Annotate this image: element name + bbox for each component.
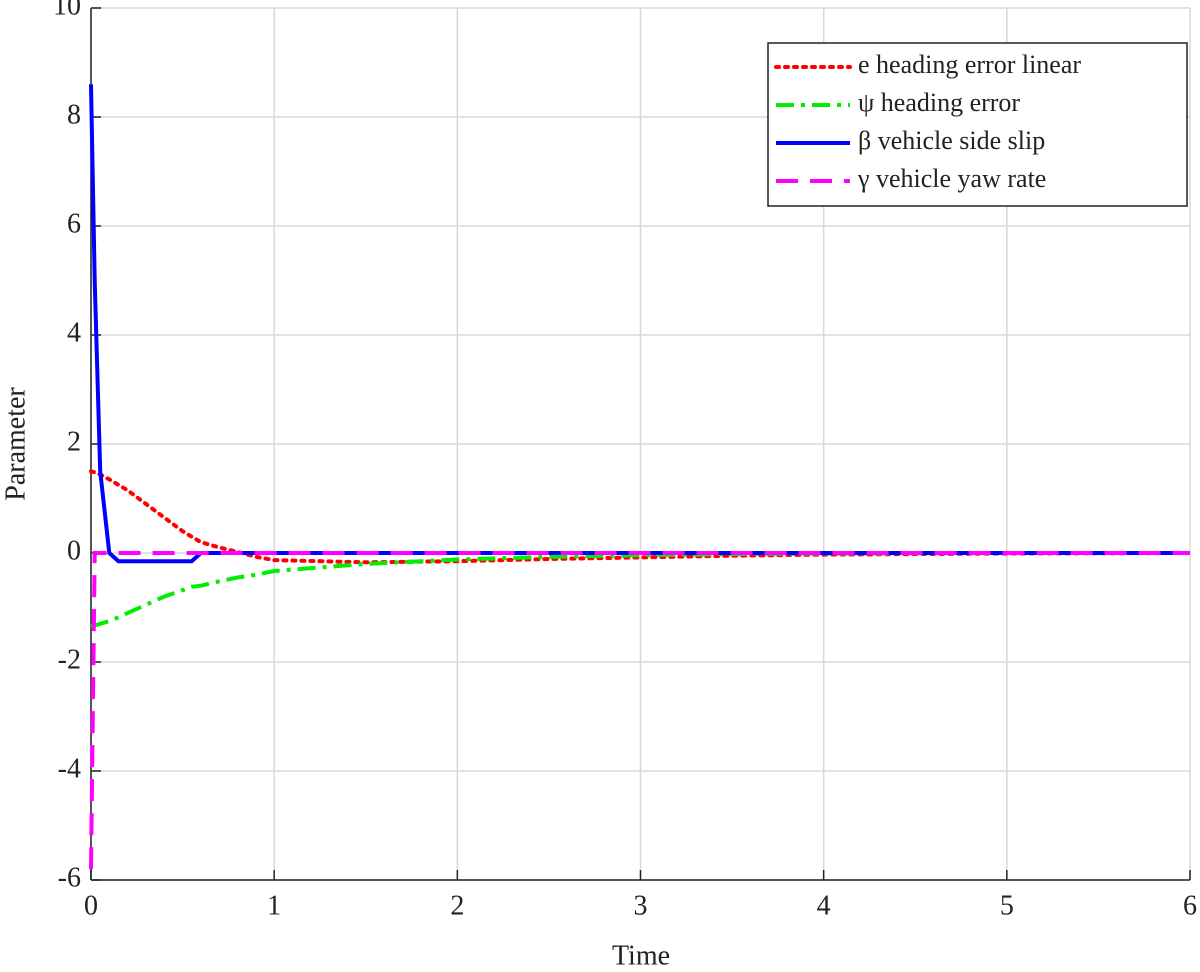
legend: e heading error linear ψ heading error β v… <box>767 42 1188 207</box>
legend-box <box>767 42 1188 207</box>
series-line <box>89 551 1190 870</box>
y-tick-label: 6 <box>67 208 81 239</box>
y-tick-label: 2 <box>67 426 81 457</box>
legend-label: e heading error linear <box>858 50 1081 79</box>
y-axis-label: Parameter <box>0 387 31 501</box>
legend-label: ψ heading error <box>858 88 1020 117</box>
legend-label: β vehicle side slip <box>858 126 1045 155</box>
y-tick-label: -6 <box>58 862 81 893</box>
y-tick-label: 4 <box>67 317 81 348</box>
x-tick-label: 6 <box>1183 890 1197 921</box>
y-tick-label: -4 <box>58 753 81 784</box>
x-tick-label: 4 <box>817 890 831 921</box>
y-tick-label: -2 <box>58 644 81 675</box>
x-axis-label: Time <box>612 940 670 971</box>
legend-label: γ vehicle yaw rate <box>857 164 1046 193</box>
x-tick-label: 3 <box>634 890 648 921</box>
x-tick-label: 1 <box>267 890 281 921</box>
x-tick-label: 5 <box>1000 890 1014 921</box>
x-tick-label: 2 <box>450 890 464 921</box>
y-tick-label: 10 <box>53 0 81 21</box>
x-tick-label: 0 <box>84 890 98 921</box>
y-tick-label: 0 <box>67 535 81 566</box>
y-tick-label: 8 <box>67 99 81 130</box>
